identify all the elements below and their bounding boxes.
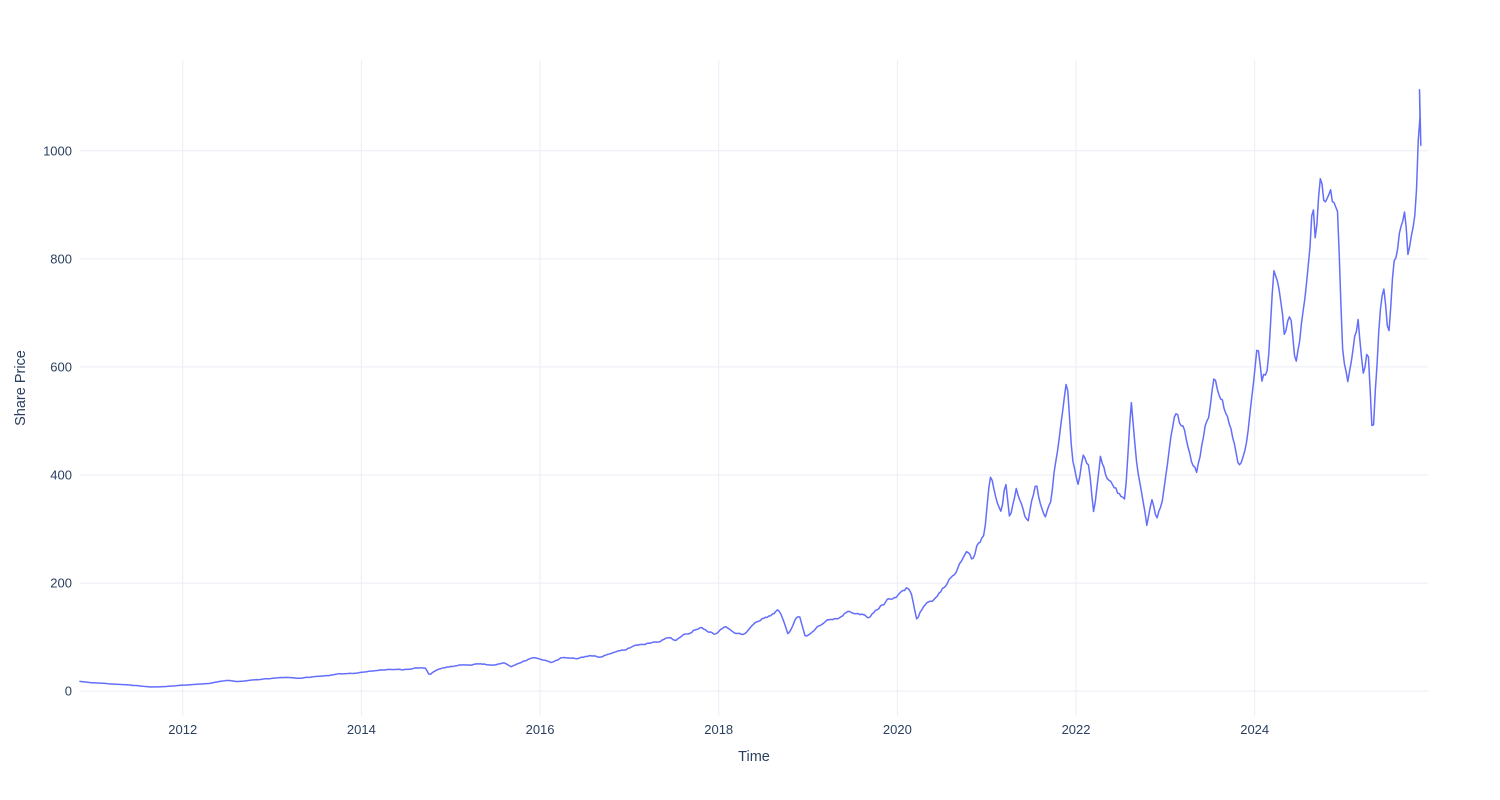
x-tick-label: 2024 — [1240, 722, 1270, 737]
y-tick-label: 200 — [50, 575, 72, 591]
x-tick-label: 2020 — [882, 722, 912, 737]
y-tick-label: 600 — [50, 359, 72, 375]
x-tick-label: 2018 — [704, 722, 734, 737]
share-price-line[interactable] — [79, 88, 1422, 688]
x-tick-label: 2022 — [1061, 722, 1091, 737]
y-tick-label: 1000 — [43, 143, 72, 159]
x-tick-label: 2016 — [525, 722, 555, 737]
y-tick-label: 800 — [50, 251, 72, 267]
x-tick-label: 2014 — [346, 722, 376, 737]
y-tick-label: 400 — [50, 467, 72, 483]
x-tick-label: 2012 — [168, 722, 198, 737]
y-tick-label: 0 — [64, 683, 72, 699]
x-axis-title: Time — [738, 749, 770, 765]
y-axis-title: Share Price — [13, 350, 29, 426]
